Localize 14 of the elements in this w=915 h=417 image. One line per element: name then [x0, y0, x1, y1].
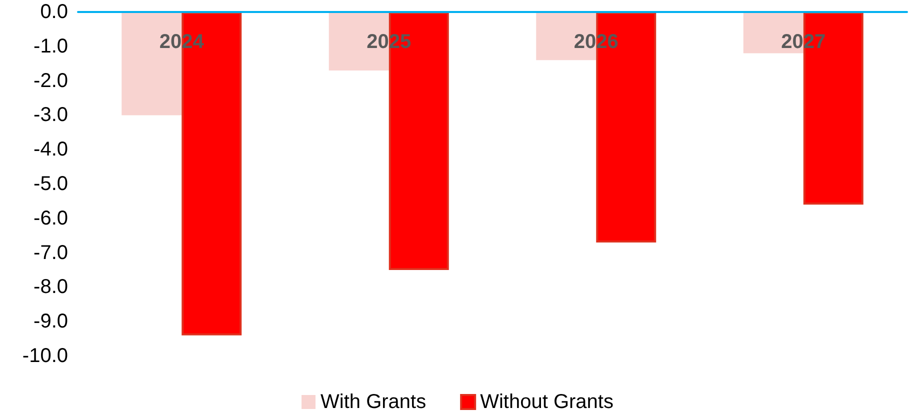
y-tick-label: -7.0	[34, 242, 68, 264]
y-tick-label: -5.0	[34, 173, 68, 195]
x-tick-label: 2026	[574, 31, 618, 53]
y-tick-label: -10.0	[22, 345, 68, 367]
y-tick-label: -3.0	[34, 104, 68, 126]
y-tick-label: -2.0	[34, 70, 68, 92]
y-tick-label: -6.0	[34, 207, 68, 230]
legend-label: With Grants	[320, 391, 426, 413]
legend-label: Without Grants	[480, 391, 614, 413]
y-tick-label: -4.0	[34, 138, 68, 161]
y-tick-label: -9.0	[34, 310, 68, 333]
y-tick-label: -8.0	[34, 276, 68, 298]
y-tick-label: -1.0	[34, 35, 68, 58]
y-tick-label: 0.0	[40, 1, 68, 23]
